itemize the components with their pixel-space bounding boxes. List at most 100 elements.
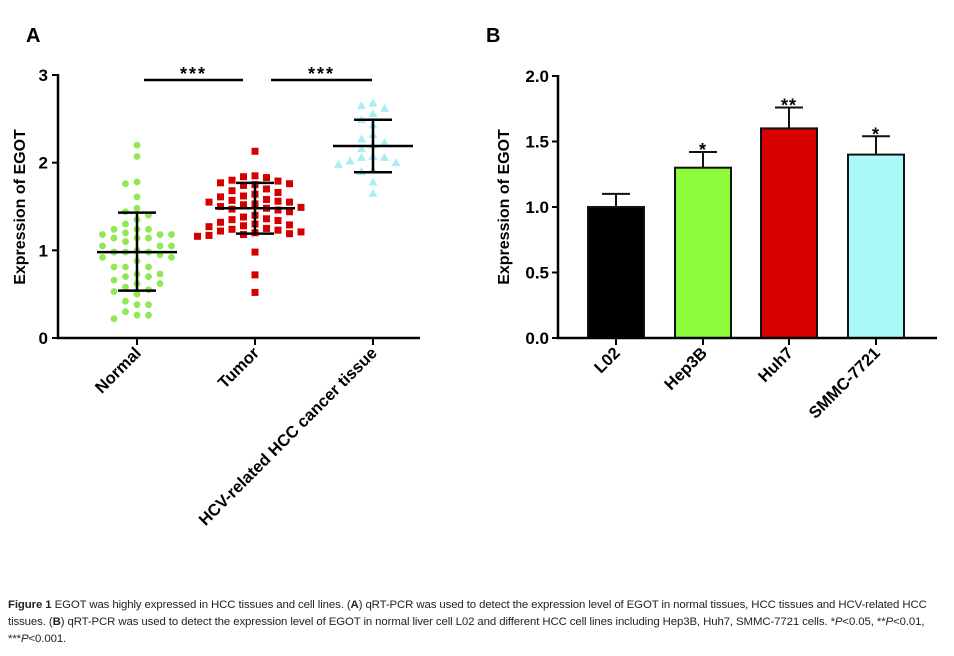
data-point-hcv-hcc	[380, 138, 389, 147]
data-point-tumor	[263, 185, 270, 193]
panel-b-letter: B	[486, 25, 500, 47]
data-point-hcv-hcc	[380, 152, 389, 161]
data-point-tumor	[205, 223, 213, 231]
panel-a-significance: *** ***	[144, 64, 372, 84]
caption-b-tag: B	[52, 616, 61, 628]
data-point-tumor	[274, 177, 282, 185]
data-point-tumor	[217, 227, 224, 235]
data-point-normal	[133, 153, 141, 160]
data-point-hcv-hcc	[357, 152, 366, 161]
panel-a-error-bars	[97, 118, 413, 292]
data-point-hcv-hcc	[368, 177, 378, 186]
panel-a-y-ticks: 0 1 2 3	[39, 66, 58, 348]
significance-stars: ***	[308, 64, 335, 84]
data-point-normal	[122, 308, 129, 316]
data-point-normal	[156, 270, 164, 278]
data-point-normal	[99, 231, 106, 238]
figure-caption: Figure 1 EGOT was highly expressed in HC…	[8, 597, 946, 648]
data-point-tumor	[217, 193, 224, 201]
panel-b-x-labels: L02 Hep3B Huh7 SMMC-7721	[591, 338, 884, 422]
data-point-hcv-hcc	[357, 166, 366, 175]
panel-b-y-tick-label: 2.0	[525, 67, 549, 86]
data-point-tumor	[240, 213, 247, 221]
data-point-tumor	[274, 217, 282, 225]
data-point-tumor	[228, 187, 236, 195]
data-point-tumor	[263, 215, 270, 223]
data-point-tumor	[240, 222, 247, 230]
data-point-tumor	[274, 226, 282, 234]
panel-b-x-tick-label: SMMC-7721	[806, 344, 884, 422]
data-point-normal	[168, 242, 175, 250]
significance-stars: *	[699, 140, 707, 160]
data-point-normal	[110, 315, 118, 323]
data-point-tumor	[217, 179, 224, 187]
data-point-hcv-hcc	[334, 159, 343, 168]
data-point-tumor	[274, 188, 282, 196]
data-point-tumor	[286, 208, 293, 216]
data-point-normal	[133, 178, 141, 186]
data-point-normal	[133, 290, 141, 298]
caption-a-tag: A	[350, 599, 359, 611]
caption-p2-stars: **	[876, 616, 886, 628]
data-point-normal	[122, 238, 129, 245]
data-point-tumor	[263, 174, 270, 182]
data-point-normal	[122, 283, 129, 291]
data-point-tumor	[251, 288, 259, 296]
panel-b-y-ticks: 0.0 0.5 1.0 1.5 2.0	[525, 67, 558, 348]
data-point-hcv-hcc	[368, 98, 378, 107]
bar-smmc-7721	[847, 153, 905, 339]
data-point-normal	[133, 204, 141, 212]
panel-b-y-tick-label: 0.0	[525, 329, 549, 348]
data-point-hcv-hcc	[391, 158, 401, 167]
data-point-tumor	[240, 201, 247, 209]
data-point-tumor	[217, 218, 224, 226]
data-point-normal	[122, 220, 129, 228]
data-point-tumor	[286, 230, 293, 238]
data-point-tumor	[263, 195, 270, 203]
panel-a-y-tick-label: 1	[39, 241, 48, 260]
data-point-tumor	[274, 206, 282, 214]
panel-b-bars: ****	[587, 95, 905, 339]
data-point-normal	[168, 253, 175, 261]
data-point-hcv-hcc	[357, 101, 366, 110]
data-point-tumor	[286, 180, 293, 188]
panel-b-bar-chart: B Expression of EGOT **** 0.00.51.01.52.…	[486, 25, 937, 422]
data-point-normal	[156, 231, 164, 238]
caption-p1-rest: <0.05,	[842, 616, 877, 628]
panel-a-y-tick-label: 2	[39, 154, 48, 173]
data-point-tumor	[251, 248, 259, 256]
data-point-normal	[122, 263, 129, 271]
data-point-tumor	[286, 198, 293, 206]
panel-b-x-tick-label: L02	[591, 344, 624, 377]
data-point-hcv-hcc	[368, 188, 378, 197]
data-point-tumor	[228, 196, 236, 204]
data-point-tumor	[228, 216, 236, 224]
data-point-normal	[133, 311, 141, 319]
data-point-tumor	[251, 147, 259, 155]
panel-b-x-tick-label: Huh7	[755, 344, 797, 386]
data-point-normal	[133, 301, 141, 309]
data-point-normal	[133, 193, 141, 201]
data-point-tumor	[297, 228, 305, 236]
significance-stars: **	[781, 95, 797, 115]
data-point-normal	[110, 263, 118, 271]
data-point-normal	[145, 225, 152, 233]
data-point-hcv-hcc	[357, 144, 366, 153]
panel-b-y-axis-title: Expression of EGOT	[496, 129, 513, 285]
data-point-tumor	[251, 172, 259, 180]
data-point-normal	[110, 276, 118, 284]
panel-b-y-tick-label: 0.5	[525, 264, 549, 283]
caption-p1-stars: *	[830, 616, 835, 628]
panel-a-y-tick-label: 3	[39, 66, 48, 85]
data-point-hcv-hcc	[345, 156, 355, 165]
panel-b-x-tick-label: Hep3B	[661, 344, 711, 394]
data-point-tumor	[217, 203, 224, 210]
caption-p1: P	[834, 616, 843, 628]
data-point-tumor	[263, 224, 270, 232]
data-point-normal	[122, 229, 129, 237]
data-point-tumor	[240, 192, 247, 200]
data-point-tumor	[205, 231, 213, 239]
